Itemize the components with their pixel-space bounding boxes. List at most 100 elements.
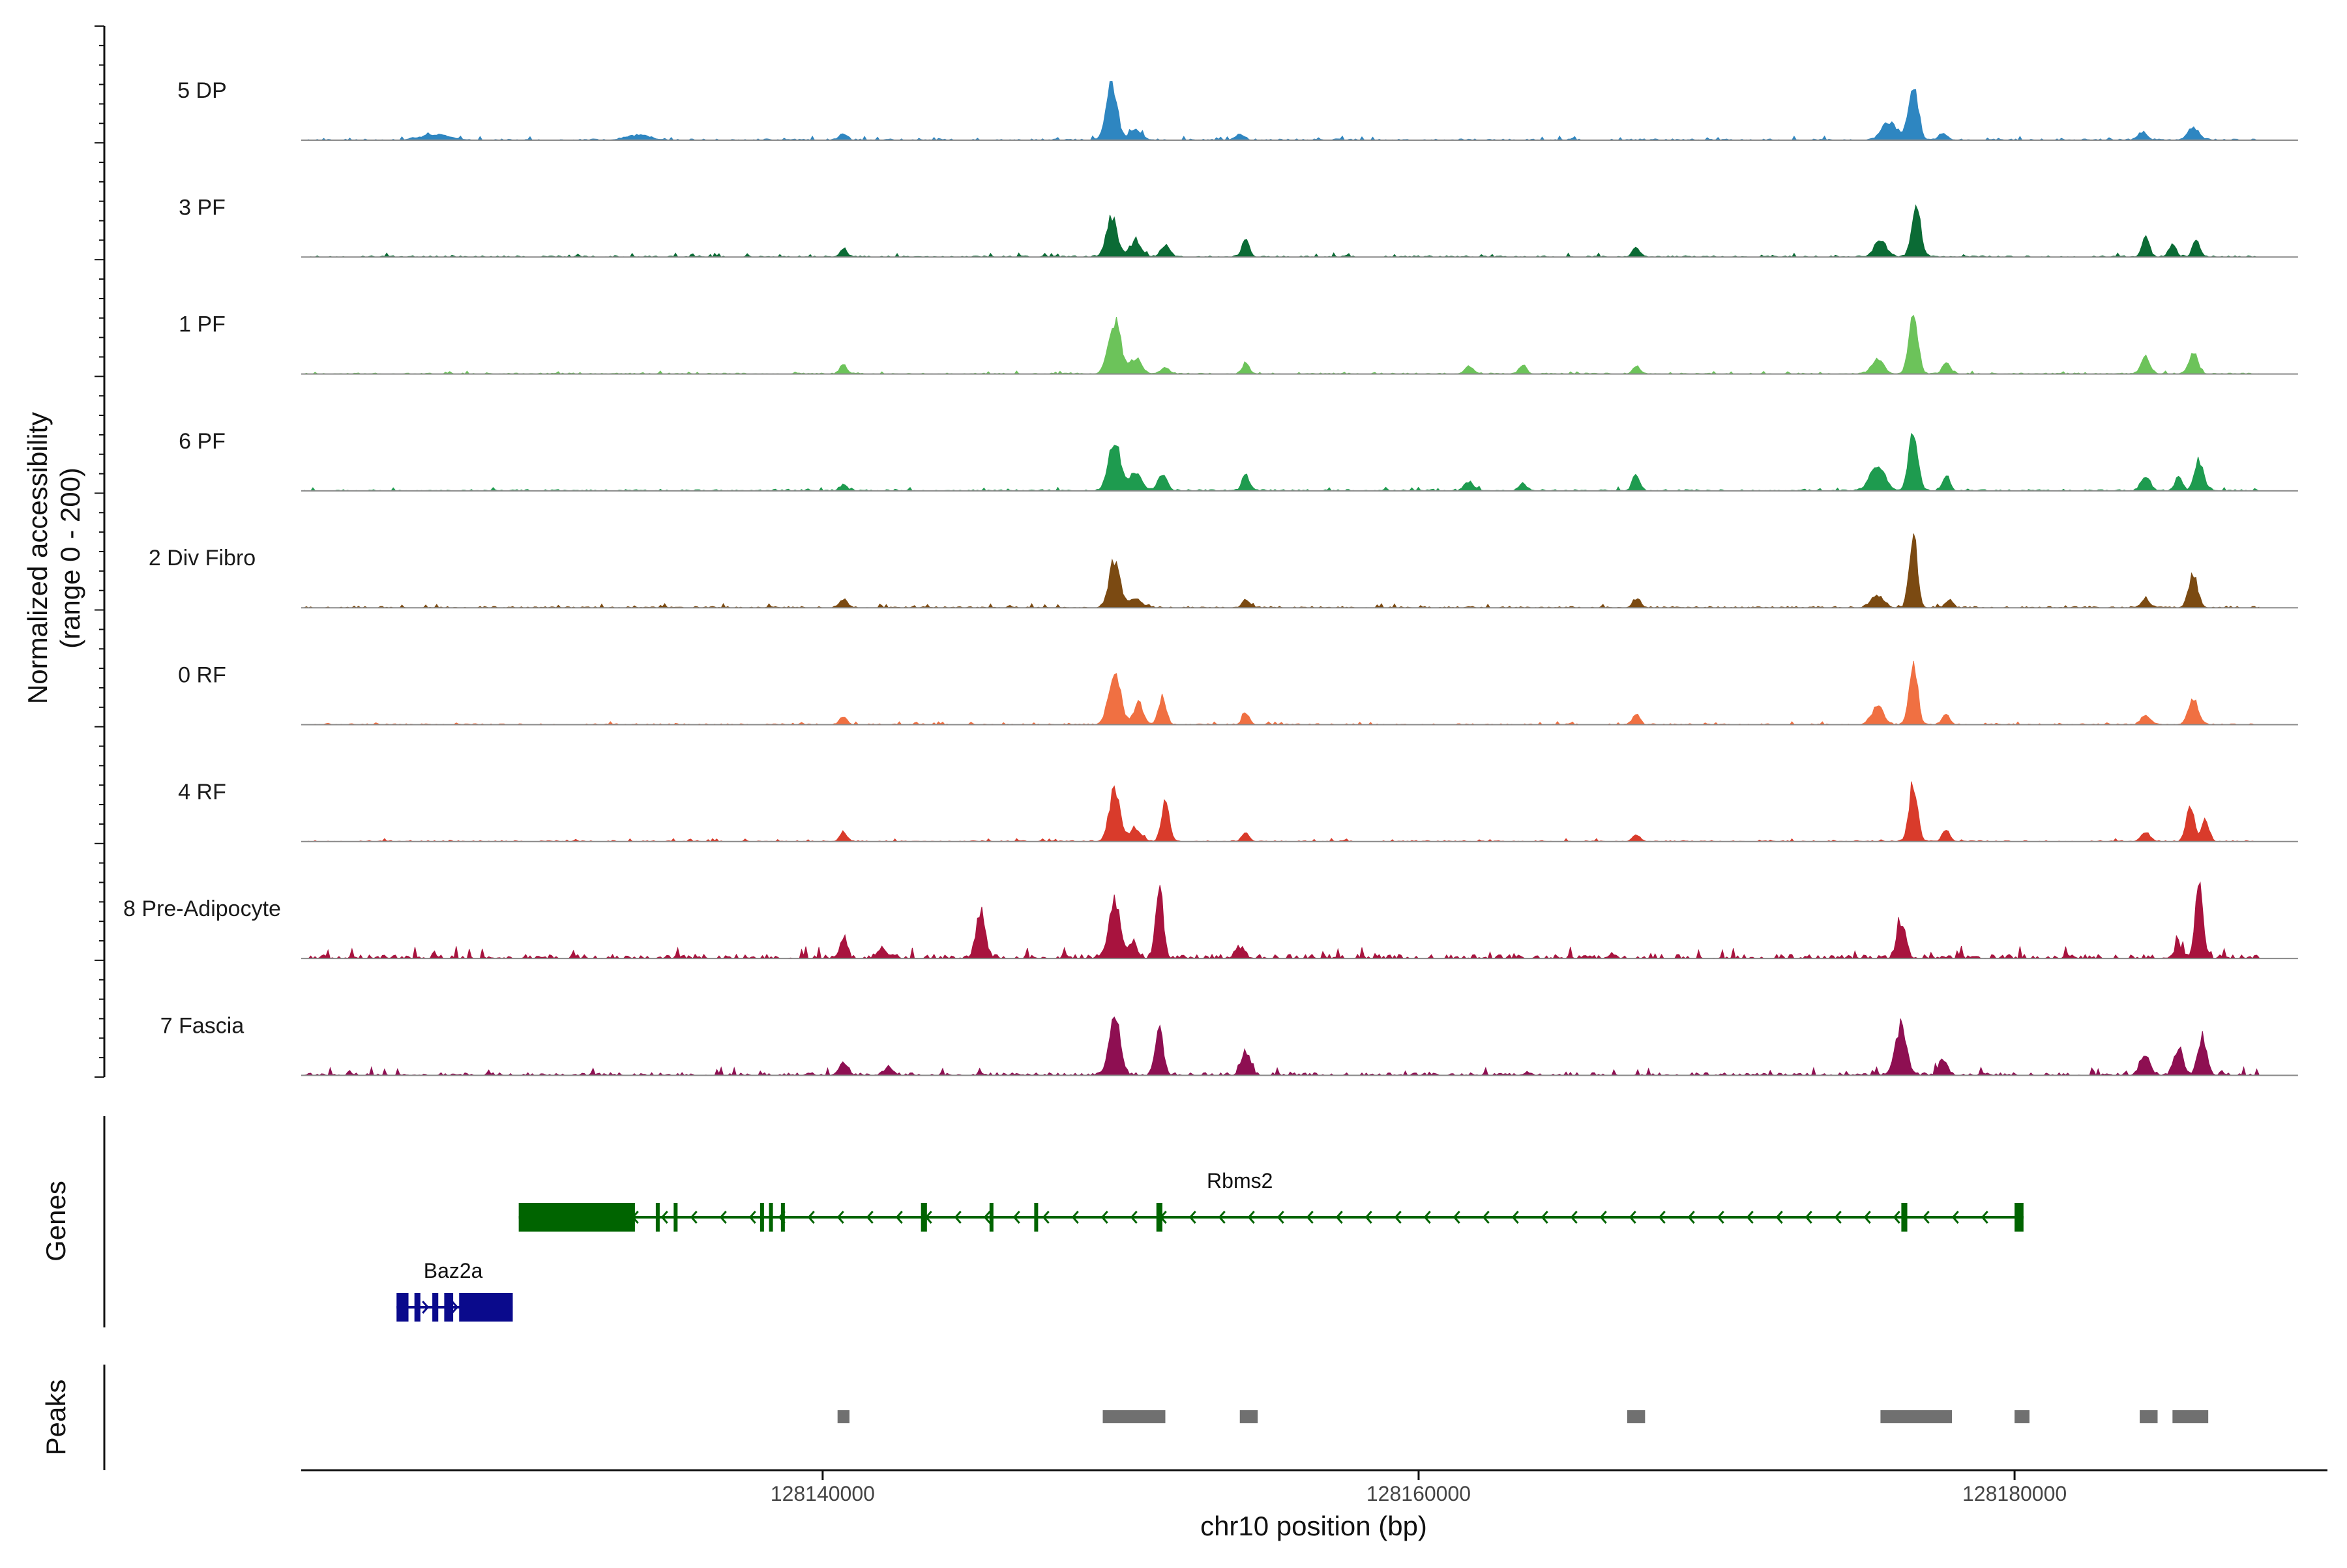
track-5-dp: 5 DP bbox=[177, 78, 2298, 141]
exon bbox=[414, 1293, 421, 1322]
strand-arrow bbox=[954, 1211, 962, 1224]
strand-arrow bbox=[983, 1211, 991, 1224]
coverage-area bbox=[304, 204, 2259, 258]
strand-arrow bbox=[1188, 1211, 1196, 1224]
exon bbox=[1901, 1203, 1908, 1232]
peak-region bbox=[2172, 1410, 2209, 1423]
strand-arrow bbox=[719, 1211, 727, 1224]
track-7-fascia: 7 Fascia bbox=[160, 1013, 2298, 1076]
coverage-area bbox=[304, 533, 2260, 608]
strand-arrow bbox=[1951, 1211, 1959, 1224]
coverage-area bbox=[304, 881, 2260, 960]
exon bbox=[444, 1293, 454, 1322]
exon bbox=[921, 1203, 927, 1232]
coverage-area bbox=[304, 781, 2259, 842]
track-label: 2 Div Fibro bbox=[149, 546, 256, 570]
track-6-pf: 6 PF bbox=[179, 429, 2298, 492]
strand-arrow bbox=[690, 1211, 698, 1224]
peaks-axis-label: Peaks bbox=[40, 1380, 71, 1456]
track-label: 5 DP bbox=[177, 78, 227, 103]
y-axis-label-range: (range 0 - 200) bbox=[55, 467, 85, 649]
strand-arrow bbox=[1687, 1211, 1695, 1224]
track-label: 7 Fascia bbox=[160, 1013, 244, 1038]
track-0-rf: 0 RF bbox=[178, 660, 2298, 726]
track-label: 4 RF bbox=[178, 780, 226, 805]
strand-arrow bbox=[1893, 1211, 1900, 1224]
coverage-area bbox=[304, 1016, 2260, 1076]
strand-arrow bbox=[866, 1211, 874, 1224]
strand-arrow bbox=[1012, 1211, 1020, 1224]
track-label: 1 PF bbox=[179, 312, 226, 337]
strand-arrow bbox=[1629, 1211, 1636, 1224]
strand-arrow bbox=[1775, 1211, 1783, 1224]
strand-arrow bbox=[1717, 1211, 1724, 1224]
coverage-area bbox=[304, 660, 2259, 726]
exon bbox=[989, 1203, 994, 1232]
exon bbox=[780, 1203, 785, 1232]
exon bbox=[518, 1203, 635, 1232]
gene-label: Baz2a bbox=[424, 1259, 483, 1282]
genes-axis-label: Genes bbox=[40, 1181, 71, 1262]
x-tick-label: 128160000 bbox=[1366, 1482, 1471, 1505]
track-4-rf: 4 RF bbox=[178, 780, 2298, 842]
peak-region bbox=[837, 1410, 849, 1423]
strand-arrow bbox=[1658, 1211, 1666, 1224]
strand-arrow bbox=[1922, 1211, 1930, 1224]
x-axis-ticks: 128140000 128160000 128180000 bbox=[771, 1470, 2067, 1505]
coverage-area bbox=[304, 80, 2260, 141]
strand-arrow bbox=[660, 1211, 668, 1224]
track-8-pre-adipocyte: 8 Pre-Adipocyte bbox=[123, 881, 2298, 960]
strand-arrow bbox=[1394, 1211, 1402, 1224]
x-tick-label: 128180000 bbox=[1962, 1482, 2067, 1505]
strand-arrow bbox=[836, 1211, 844, 1224]
coverage-tracks: 5 DP 3 PF 1 PF 6 PF 2 Div Fibro 0 RF 4 RF 8 Pre… bbox=[123, 78, 2298, 1076]
strand-arrow bbox=[1277, 1211, 1284, 1224]
exon bbox=[459, 1293, 513, 1322]
y-axis-label: Normalized accessibility bbox=[22, 412, 53, 704]
strand-arrow bbox=[748, 1211, 756, 1224]
strand-arrow bbox=[451, 1301, 459, 1314]
peak-region bbox=[1102, 1410, 1166, 1423]
strand-arrow bbox=[895, 1211, 903, 1224]
strand-arrow bbox=[1541, 1211, 1548, 1224]
exon bbox=[673, 1203, 678, 1232]
exon bbox=[1156, 1203, 1162, 1232]
strand-arrow bbox=[1863, 1211, 1871, 1224]
strand-arrow bbox=[1834, 1211, 1842, 1224]
strand-arrow bbox=[1218, 1211, 1226, 1224]
y-axis bbox=[95, 25, 106, 1078]
x-axis-title: chr10 position (bp) bbox=[1200, 1511, 1427, 1541]
peak-region bbox=[1880, 1410, 1953, 1423]
strand-arrow bbox=[1335, 1211, 1343, 1224]
track-3-pf: 3 PF bbox=[179, 195, 2298, 258]
strand-arrow bbox=[1482, 1211, 1490, 1224]
strand-arrow bbox=[1306, 1211, 1314, 1224]
exon bbox=[432, 1293, 439, 1322]
strand-arrow bbox=[1130, 1211, 1138, 1224]
exon bbox=[396, 1293, 409, 1322]
strand-arrow bbox=[1100, 1211, 1108, 1224]
strand-arrow bbox=[1365, 1211, 1372, 1224]
exon bbox=[2015, 1203, 2024, 1232]
exon bbox=[1034, 1203, 1039, 1232]
strand-arrow bbox=[1042, 1211, 1050, 1224]
peak-region bbox=[1239, 1410, 1258, 1423]
peak-region bbox=[2015, 1410, 2030, 1423]
track-label: 3 PF bbox=[179, 195, 226, 220]
strand-arrow bbox=[1423, 1211, 1431, 1224]
exon bbox=[655, 1203, 660, 1232]
track-label: 6 PF bbox=[179, 429, 226, 454]
track-label: 0 RF bbox=[178, 663, 226, 688]
strand-arrow bbox=[1981, 1211, 1988, 1224]
strand-arrow bbox=[1570, 1211, 1578, 1224]
track-label: 8 Pre-Adipocyte bbox=[123, 896, 281, 921]
strand-arrow bbox=[1071, 1211, 1079, 1224]
strand-arrow bbox=[422, 1301, 430, 1314]
strand-arrow bbox=[807, 1211, 815, 1224]
exon bbox=[769, 1203, 773, 1232]
gene-baz2a: Baz2a bbox=[396, 1259, 513, 1322]
track-1-pf: 1 PF bbox=[179, 312, 2298, 375]
exon bbox=[760, 1203, 764, 1232]
